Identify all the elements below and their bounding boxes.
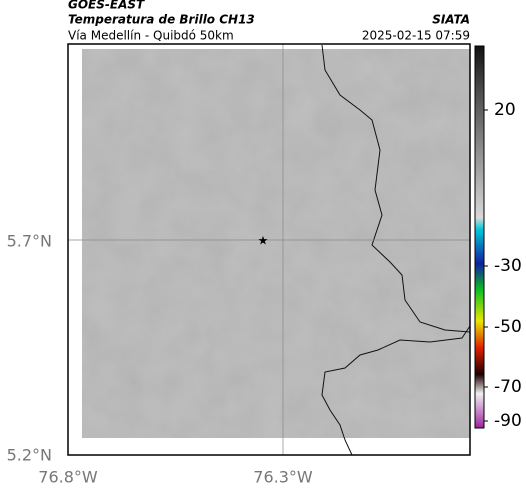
colorbar-ticks: 20 -30 -50 -70 -90	[484, 100, 522, 431]
location-star: ★	[258, 234, 269, 248]
border-line	[321, 44, 471, 456]
title: GOES-EAST	[68, 0, 145, 12]
colorbar-tick-label: 20	[494, 100, 516, 120]
lat-label: 5.2°N	[7, 446, 52, 465]
datetime: 2025-02-15 07:59	[362, 29, 470, 43]
location: Vía Medellín - Quibdó 50km	[68, 29, 234, 43]
raster-texture	[82, 49, 470, 438]
subtitle: Temperatura de Brillo CH13	[68, 13, 255, 27]
colorbar	[474, 45, 485, 429]
colorbar-tick-label: -90	[494, 411, 522, 431]
colorbar-tick-label: -30	[494, 256, 522, 276]
colorbar-tick-label: -50	[494, 317, 522, 337]
map-frame	[67, 43, 471, 456]
colorbar-tick-label: -70	[494, 377, 522, 397]
lon-label: 76.8°W	[38, 468, 98, 487]
lat-label: 5.7°N	[7, 232, 52, 251]
source: SIATA	[432, 13, 470, 27]
lon-label: 76.3°W	[253, 468, 313, 487]
